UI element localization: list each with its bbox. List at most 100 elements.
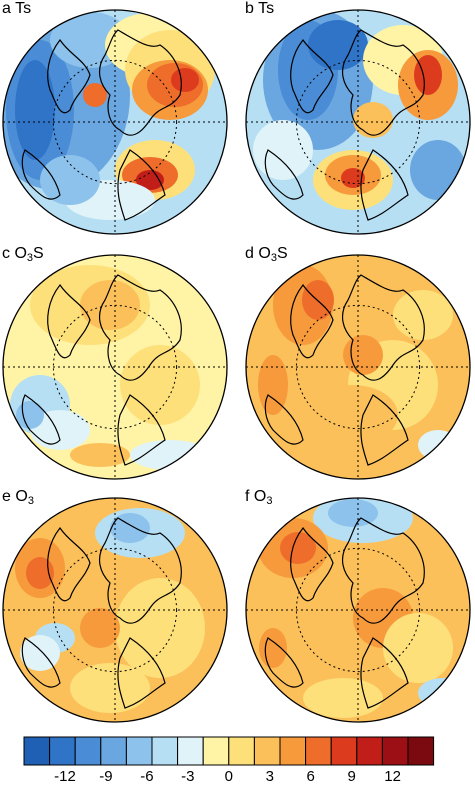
map-border	[2, 497, 228, 723]
anomaly-region	[83, 83, 107, 107]
coastline	[117, 394, 166, 466]
anomaly-region	[308, 20, 368, 70]
map-a	[2, 9, 228, 235]
coastline	[264, 394, 304, 445]
coastline	[47, 283, 91, 359]
colorbar-tick-label: 0	[224, 768, 233, 785]
anomaly-region	[410, 140, 466, 200]
coastline	[290, 526, 334, 602]
panel-c-label: c O3S	[2, 245, 44, 264]
panel-a-label: a Ts	[2, 0, 32, 17]
panel-d-label: d O3S	[245, 245, 288, 264]
latitude-circle	[52, 304, 178, 430]
colorbar-swatch	[330, 736, 358, 766]
latitude-circle	[52, 547, 178, 673]
map-panel-c: c O3S	[0, 245, 230, 485]
coastline	[264, 149, 304, 200]
colorbar-swatch	[279, 736, 307, 766]
coastline	[264, 637, 304, 688]
colorbar-swatch	[177, 736, 204, 766]
panel-b-label: b Ts	[245, 0, 275, 17]
coastline	[290, 283, 334, 359]
anomaly-region	[302, 280, 334, 320]
map-c	[2, 254, 228, 480]
coastline	[21, 149, 61, 200]
coastline	[98, 517, 182, 624]
coastline	[98, 29, 182, 136]
anomaly-region	[136, 170, 164, 190]
anomaly-region	[171, 68, 199, 92]
anomaly-region	[259, 628, 287, 668]
colorbar-swatch	[253, 736, 281, 766]
colorbar-swatch	[356, 736, 383, 766]
colorbar-tick-label: 12	[384, 768, 401, 785]
anomaly-region	[341, 168, 365, 188]
map-panel-e: e O3	[0, 488, 230, 728]
colorbar-swatch	[381, 736, 409, 766]
coastline	[360, 149, 409, 221]
colorbar-tick-label: -12	[54, 768, 76, 785]
coastline	[117, 637, 166, 709]
coastline	[341, 274, 425, 381]
colorbar-swatch	[305, 736, 332, 766]
latitude-circle	[52, 59, 178, 185]
anomaly-region	[303, 678, 383, 718]
map-border	[245, 497, 471, 723]
coastline	[47, 526, 91, 602]
anomaly-region	[130, 440, 210, 470]
map-e	[2, 497, 228, 723]
anomaly-region	[414, 55, 442, 95]
map-border	[2, 9, 228, 235]
anomaly-region	[80, 280, 140, 330]
anomaly-region	[120, 345, 200, 425]
map-panel-a: a Ts	[0, 0, 230, 240]
map-border	[245, 9, 471, 235]
map-border	[245, 254, 471, 480]
anomaly-region	[258, 355, 288, 415]
latitude-circle	[295, 547, 421, 673]
anomaly-region	[30, 410, 90, 450]
map-panel-f: f O3	[243, 488, 473, 728]
colorbar: -12 -9 -6 -3 0 3 6 9 12	[18, 736, 468, 786]
panel-e-label: e O3	[2, 488, 34, 507]
coastline	[98, 274, 182, 381]
panel-f-label: f O3	[245, 488, 273, 507]
map-b	[245, 9, 471, 235]
colorbar-swatch	[151, 736, 179, 766]
coastline	[341, 517, 425, 624]
coastline	[21, 637, 61, 688]
anomaly-region	[16, 401, 44, 429]
colorbar-tick-label: -3	[181, 768, 195, 785]
colorbar-swatches	[23, 736, 435, 766]
map-panel-b: b Ts	[243, 0, 473, 240]
latitude-circle	[295, 59, 421, 185]
coastline	[21, 394, 61, 445]
colorbar-tick-label: 6	[306, 768, 315, 785]
map-f	[245, 497, 471, 723]
colorbar-tick-label: 9	[347, 768, 356, 785]
colorbar-swatch	[125, 736, 153, 766]
anomaly-region	[253, 120, 313, 180]
anomaly-region	[70, 663, 150, 713]
anomaly-region	[110, 513, 150, 543]
map-panel-d: d O3S	[243, 245, 473, 485]
anomaly-region	[383, 613, 453, 683]
anomaly-region	[328, 499, 378, 527]
anomaly-region	[343, 335, 383, 375]
colorbar-swatch	[202, 736, 230, 766]
anomaly-region	[353, 102, 393, 138]
colorbar-swatch	[74, 736, 102, 766]
colorbar-swatch	[23, 736, 51, 766]
anomaly-region	[393, 290, 453, 340]
anomaly-region	[80, 608, 120, 648]
anomaly-region	[308, 385, 398, 445]
anomaly-region	[280, 532, 316, 564]
coastline	[47, 38, 91, 114]
coastline	[341, 29, 425, 136]
map-d	[245, 254, 471, 480]
anomaly-region	[40, 155, 100, 205]
colorbar-tick-label: -9	[99, 768, 113, 785]
latitude-circle	[295, 304, 421, 430]
colorbar-swatch	[49, 736, 76, 766]
coastline	[360, 394, 409, 466]
